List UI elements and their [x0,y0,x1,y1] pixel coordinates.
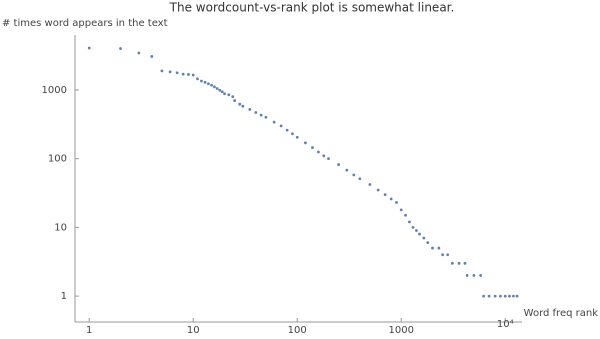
point [389,197,393,201]
point [137,51,141,55]
y-tick-label: 10 [54,222,67,233]
point [446,253,450,257]
point [233,99,237,102]
point [168,70,172,74]
point [295,135,299,139]
x-tick-label: 10⁴ [497,319,514,330]
point [465,274,469,277]
point [404,213,407,217]
point [272,120,276,124]
point [227,93,231,97]
point [499,294,502,298]
point [279,124,283,128]
point [472,274,476,277]
point [437,246,441,250]
point [259,113,263,117]
point [515,294,519,298]
point [441,253,445,257]
point [203,80,207,84]
point [368,183,372,186]
point [418,232,421,236]
point [248,108,252,111]
point [238,102,242,106]
point [213,85,216,89]
point [311,146,314,149]
point [426,241,430,245]
point [304,141,307,145]
point [411,225,415,229]
point [395,201,398,204]
point [482,294,486,298]
point [181,72,185,76]
point [218,88,222,92]
point [264,115,268,119]
point [223,92,226,96]
point [508,294,511,298]
point [358,177,362,181]
y-tick-label: 1 [61,291,67,302]
point [431,246,434,250]
point [399,208,403,212]
point [291,132,294,136]
point [376,188,380,192]
point [408,220,411,224]
point [150,55,154,58]
point [493,294,497,298]
point [220,90,224,94]
point [450,261,454,265]
point [187,73,190,76]
point [337,163,341,166]
point [285,128,289,132]
point [200,79,203,83]
point [87,46,91,50]
point [503,294,507,298]
point [196,77,199,81]
point [415,229,418,232]
point [383,193,387,196]
point [241,104,245,108]
point [215,87,219,90]
x-tick-label: 100 [288,325,307,335]
point [231,95,235,98]
x-axis-label: Word freq rank [524,308,599,319]
point [479,274,483,277]
point [207,82,210,86]
point [254,111,258,114]
point [160,69,164,73]
point [422,236,426,240]
y-tick-label: 1000 [42,85,67,96]
point [317,150,320,154]
point [345,168,349,172]
point [119,47,122,50]
x-tick-label: 1000 [388,325,413,335]
point [457,261,461,265]
point [352,173,356,177]
point [487,294,491,298]
y-axis-label: # times word appears in the text [2,18,168,29]
point [512,294,515,298]
point [191,73,195,77]
point [322,154,326,158]
point [210,83,213,87]
point [463,261,467,265]
point [175,71,179,75]
y-tick-label: 100 [48,154,67,165]
point [327,157,330,161]
x-tick-label: 10 [187,325,200,335]
x-tick-label: 1 [86,325,92,335]
chart-title: The wordcount-vs-rank plot is somewhat l… [169,1,455,15]
